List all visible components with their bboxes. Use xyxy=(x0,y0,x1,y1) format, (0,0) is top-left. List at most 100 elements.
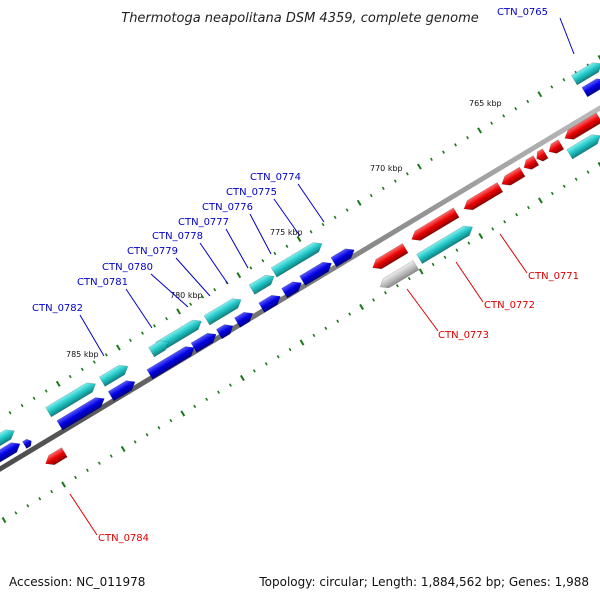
gene-0771[interactable] xyxy=(461,182,504,213)
cds-0781[interactable] xyxy=(148,337,172,358)
gene-label-ctn-0784[interactable]: CTN_0784 xyxy=(98,533,149,544)
cds-0774-0775[interactable] xyxy=(270,239,325,278)
cds-0765[interactable] xyxy=(571,59,600,86)
cds-left-edge-shape xyxy=(0,429,15,449)
outer-tick xyxy=(92,360,96,364)
scale-label-770: 770 kbp xyxy=(370,164,403,173)
gene-left-edge-shape xyxy=(0,442,21,464)
inner-tick xyxy=(74,475,77,480)
gene-0770-shape xyxy=(501,166,526,186)
gene-0781[interactable] xyxy=(146,343,197,380)
outer-tick xyxy=(32,396,36,400)
gene-small-edge[interactable] xyxy=(22,438,34,449)
gene-0782-shape xyxy=(107,380,136,402)
outer-tick xyxy=(296,235,302,243)
inner-tick xyxy=(597,161,600,167)
gene-0778[interactable] xyxy=(234,309,255,328)
outer-tick xyxy=(249,266,253,270)
gene-label-ctn-0776[interactable]: CTN_0776 xyxy=(202,202,253,213)
gene-0777[interactable] xyxy=(258,292,284,313)
gene-0784[interactable] xyxy=(43,447,68,469)
inner-tick xyxy=(120,445,126,453)
cds-0783[interactable] xyxy=(45,379,99,418)
outer-tick xyxy=(502,114,506,118)
inner-tick xyxy=(264,362,268,366)
inner-tick xyxy=(586,170,590,174)
scale-labels: 765 kbp 770 kbp 775 kbp 780 kbp 785 kbp xyxy=(66,99,502,359)
inner-tick xyxy=(169,418,173,423)
gene-0775[interactable] xyxy=(299,259,335,286)
gene-0766[interactable] xyxy=(562,112,600,143)
gene-0769[interactable] xyxy=(521,155,540,173)
outer-tick xyxy=(429,157,433,162)
outer-tick xyxy=(309,230,313,234)
gene-label-ctn-0777[interactable]: CTN_0777 xyxy=(178,217,229,228)
gene-label-ctn-0772[interactable]: CTN_0772 xyxy=(484,300,535,311)
gene-left-edge[interactable] xyxy=(0,439,23,464)
gene-0776[interactable] xyxy=(281,278,305,299)
gene-label-ctn-0781[interactable]: CTN_0781 xyxy=(77,277,128,288)
inner-tick xyxy=(50,489,54,494)
cds-0782[interactable] xyxy=(98,362,130,387)
outer-tick xyxy=(321,222,325,227)
outer-tick xyxy=(44,389,48,393)
gene-0780-shape xyxy=(190,332,217,353)
inner-tick xyxy=(431,262,435,267)
gene-label-ctn-0771[interactable]: CTN_0771 xyxy=(528,271,579,282)
outer-tick xyxy=(104,353,108,357)
gene-label-ctn-0774[interactable]: CTN_0774 xyxy=(250,172,301,183)
cds-0777-0778[interactable] xyxy=(203,295,244,326)
outer-tick xyxy=(477,127,483,134)
inner-tick xyxy=(372,298,375,302)
gene-0773[interactable] xyxy=(377,260,420,291)
gene-0780[interactable] xyxy=(190,330,219,353)
gene-label-ctn-0780[interactable]: CTN_0780 xyxy=(102,262,153,273)
inner-tick xyxy=(288,347,292,352)
gene-0769-shape xyxy=(523,155,540,170)
gene-label-ctn-0765[interactable]: CTN_0765 xyxy=(497,7,548,18)
leader-line xyxy=(559,17,575,55)
gene-label-ctn-0782[interactable]: CTN_0782 xyxy=(32,303,83,314)
gene-0771b[interactable] xyxy=(409,207,460,244)
backbone-track xyxy=(0,105,600,472)
gene-labels-reverse: CTN_0771 CTN_0772 CTN_0773 CTN_0784 xyxy=(98,271,579,544)
outer-tick xyxy=(562,78,566,82)
outer-tick xyxy=(537,91,543,98)
outer-tick xyxy=(442,150,445,154)
gene-0770[interactable] xyxy=(499,166,526,189)
inner-tick xyxy=(312,333,316,338)
gene-0772-shape xyxy=(372,243,409,270)
gene-0774[interactable] xyxy=(330,245,357,268)
gene-0782[interactable] xyxy=(107,377,138,402)
gene-label-ctn-0775[interactable]: CTN_0775 xyxy=(226,187,277,198)
outer-tick xyxy=(201,295,205,299)
gene-0765[interactable] xyxy=(581,75,600,98)
gene-0765-shape xyxy=(581,78,600,98)
outer-tick xyxy=(176,308,182,315)
gene-0768-shape xyxy=(536,148,549,162)
gene-0767[interactable] xyxy=(546,139,565,157)
gene-label-ctn-0778[interactable]: CTN_0778 xyxy=(152,231,203,242)
inner-tick xyxy=(491,227,495,231)
gene-label-ctn-0773[interactable]: CTN_0773 xyxy=(438,330,489,341)
gene-0772[interactable] xyxy=(370,243,409,272)
gene-label-ctn-0779[interactable]: CTN_0779 xyxy=(127,246,178,257)
genome-summary-text: Topology: circular; Length: 1,884,562 bp… xyxy=(258,575,589,589)
backbone-line xyxy=(0,105,600,472)
outer-tick xyxy=(189,302,193,306)
leader-line xyxy=(225,228,249,269)
inner-tick xyxy=(145,433,149,437)
cds-0772[interactable] xyxy=(416,222,476,265)
gene-0783[interactable] xyxy=(56,394,107,431)
inner-tick xyxy=(324,326,328,330)
cds-left-edge[interactable] xyxy=(0,426,17,449)
inner-tick xyxy=(478,232,484,240)
cds-0776[interactable] xyxy=(248,272,277,295)
gene-0779[interactable] xyxy=(215,321,235,340)
gene-0768[interactable] xyxy=(534,148,549,164)
cds-0770[interactable] xyxy=(566,131,600,160)
inner-tick xyxy=(467,241,471,245)
outer-tick xyxy=(381,186,385,191)
inner-tick xyxy=(276,355,280,359)
outer-tick xyxy=(369,193,373,198)
